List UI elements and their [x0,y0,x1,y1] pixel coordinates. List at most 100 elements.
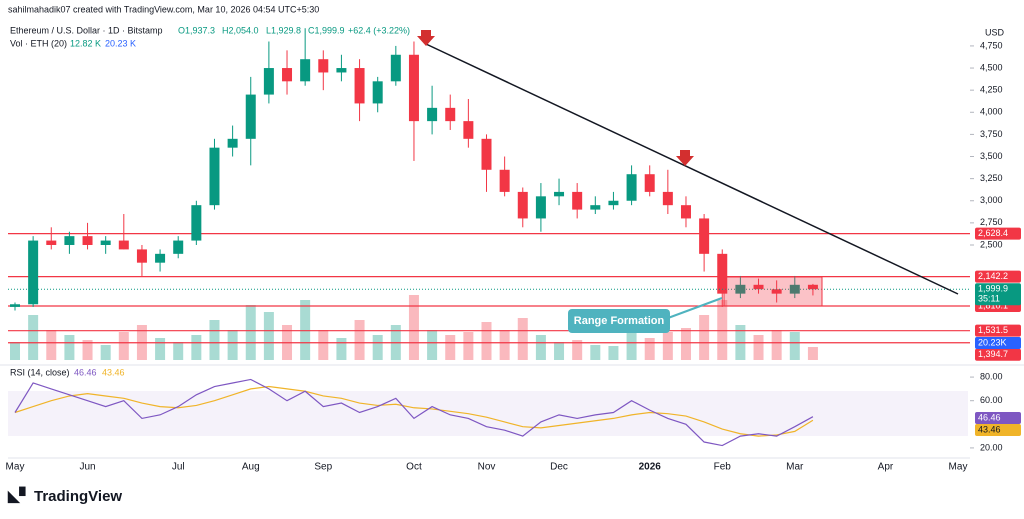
y-tick-label: 3,500 [980,151,1003,161]
candle-body [554,191,565,197]
volume-bar [481,322,492,360]
volume-bar [717,300,728,360]
ohlc-close: C1,999.9 [308,25,345,35]
brand: TradingView [34,488,122,505]
rsi-title: RSI (14, close) [10,367,70,377]
rsi-tick-label: 20.00 [980,442,1003,452]
candle-body [372,81,383,104]
level-tag-label: 1,531.5 [978,325,1008,335]
level-tag [975,348,1021,361]
ohlc-low: L1,929.8 [266,25,301,35]
brand-icon: ◣▘ [7,486,31,505]
x-tick-label: Oct [406,462,422,473]
callout-box [568,309,670,333]
credit: sahilmahadik07 created with TradingView.… [8,4,319,14]
candle-body [626,174,637,201]
rsi-ma-value: 43.46 [102,367,125,377]
level-tag-label: 2,142.2 [978,271,1008,281]
x-tick-label: Aug [242,462,260,473]
candle-body [662,191,673,206]
volume-bar [82,340,93,360]
candle-body [318,59,329,73]
volume-bar [807,347,818,360]
volume-bar [535,335,546,360]
candle-body [390,54,401,82]
rsi-tag-label: 43.46 [978,424,1001,434]
candle-body [590,205,601,210]
volume-bar [554,342,565,360]
y-tick-label: 2,750 [980,217,1003,227]
candle-body [717,253,728,294]
candle-body [535,196,546,219]
x-tick-label: Jul [172,462,185,473]
volume-bar [300,300,311,360]
currency: USD [985,27,1005,37]
volume-bar [10,342,20,360]
volume-bar [155,338,166,360]
volume-bar [408,295,419,360]
candle-body [155,253,166,263]
volume-bar [64,335,75,360]
symbol: Ethereum / U.S. Dollar · 1D · Bitstamp [10,25,163,35]
volume-bar [499,330,510,360]
y-tick-label: 3,750 [980,129,1003,139]
rsi-band [8,391,968,436]
level-tag [975,324,1021,337]
callout-pointer [667,297,723,319]
volume-ma-tag-label: 20.23K [978,337,1007,347]
candle-body [445,107,456,122]
candle-body [282,68,293,82]
candle-body [463,121,474,139]
candle-body [118,240,129,250]
volume-bar [662,332,673,360]
volume-bar [753,335,764,360]
candle-body [209,147,220,206]
price-tag [975,283,1021,306]
volume-bar [318,330,329,360]
volume-bar [372,335,383,360]
candle-body [245,94,256,139]
rsi-tick-label: 80.00 [980,371,1003,381]
candle-body [28,240,39,305]
callout-text: Range Formation [574,315,665,327]
volume-bar [608,346,619,360]
candle-body [263,68,274,95]
arrow-marker [417,30,435,46]
volume-bar [28,315,39,360]
y-tick-label: 3,000 [980,195,1003,205]
y-tick-label: 3,250 [980,173,1003,183]
candle-body [354,68,365,104]
volume-bar [572,340,583,360]
volume-bar [336,338,347,360]
volume-bar [427,330,438,360]
candle-body [227,138,238,148]
volume-title: Vol · ETH (20) [10,38,67,48]
candle-body [481,138,492,170]
plot: May Jun Jul Aug Sep Oct Nov Dec 2026 Feb Mar Apr May… [6,28,1021,473]
candle-body [408,54,419,122]
candle-body [572,191,583,210]
countdown: 35:11 [978,294,1000,304]
volume-bar [680,328,691,360]
volume-bar [699,315,710,360]
candle-body [499,169,510,192]
x-tick-label: 2026 [639,462,662,473]
y-tick-label: 4,500 [980,62,1003,72]
candle-body [807,284,818,290]
volume-ma-tag [975,337,1021,349]
x-tick-label: Apr [878,462,894,473]
level-tag-label: 1,810.1 [978,300,1008,310]
volume-bar [227,330,238,360]
volume-bar [626,330,637,360]
level-tag [975,270,1021,283]
volume-bar [173,342,184,360]
x-tick-label: Mar [786,462,804,473]
rsi-value: 46.46 [74,367,97,377]
x-tick-label: May [949,462,968,473]
volume-bar [789,332,800,360]
level-tag-label: 2,628.4 [978,228,1008,238]
volume-bar [771,330,782,360]
rsi-tag-label: 46.46 [978,412,1001,422]
x-tick-label: Jun [79,462,95,473]
